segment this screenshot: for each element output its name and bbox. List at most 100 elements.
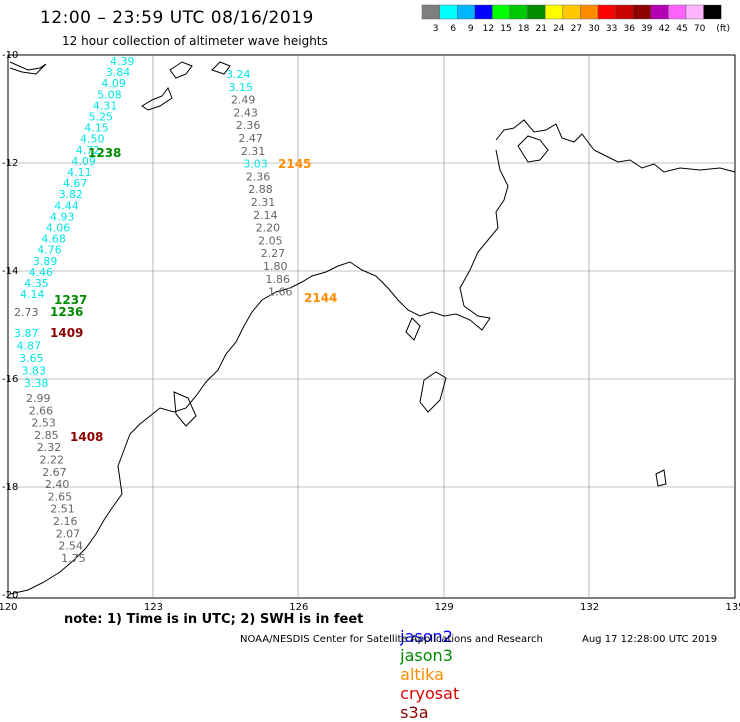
wave-height-value: 4.11 — [67, 166, 92, 179]
coastline — [9, 61, 736, 595]
pass-id-label: 1408 — [70, 430, 103, 444]
legend-jason3: jason3 — [400, 646, 453, 665]
wave-height-value: 3.84 — [106, 66, 131, 79]
longitude-label: 123 — [144, 602, 163, 610]
color-scale-label: 30 — [588, 24, 600, 34]
color-scale-label: 12 — [483, 24, 494, 34]
latitude-label: -20 — [2, 590, 18, 601]
wave-height-value: 4.35 — [24, 277, 48, 290]
wave-height-value: 3.82 — [59, 188, 83, 201]
legend-cryosat: cryosat — [400, 684, 460, 703]
latitude-label: -16 — [2, 374, 18, 385]
longitude-label: 135 — [725, 602, 740, 610]
wave-height-value: 4.14 — [20, 288, 45, 301]
wave-height-value: 2.22 — [40, 454, 65, 467]
wave-height-value: 2.65 — [48, 490, 73, 503]
wave-height-value: 1.66 — [268, 286, 293, 299]
wave-height-value: 1.80 — [263, 260, 288, 273]
wave-height-value: 4.09 — [71, 155, 96, 168]
wave-height-value: 2.36 — [236, 119, 261, 132]
wave-height-value: 2.73 — [14, 306, 39, 319]
pass-id-label: 1236 — [50, 305, 83, 319]
legend-jason2: jason2 — [400, 627, 453, 646]
wave-height-value: 3.83 — [22, 365, 47, 378]
longitude-label: 120 — [0, 602, 18, 610]
color-scale-label: 39 — [641, 24, 653, 34]
wave-height-value: 4.39 — [110, 55, 135, 68]
wave-height-value: 3.89 — [33, 255, 58, 268]
color-scale-label: 18 — [518, 24, 530, 34]
color-scale-label: 27 — [571, 24, 582, 34]
latitude-label: -10 — [2, 50, 18, 61]
wave-height-value: 2.31 — [241, 145, 266, 158]
wave-height-value: 4.93 — [50, 210, 75, 223]
wave-height-value: 2.67 — [42, 466, 66, 479]
longitude-labels: 120 123 126 129 132 135 — [0, 602, 740, 610]
color-scale-label: 3 — [433, 24, 439, 34]
pass-id-label: 1237 — [54, 293, 87, 307]
color-swatch — [703, 4, 722, 20]
latitude-label: -12 — [2, 158, 18, 169]
wave-height-value: 3.24 — [226, 68, 251, 81]
wave-height-value: 2.27 — [261, 247, 286, 260]
color-scale-label: 36 — [623, 24, 635, 34]
wave-height-value: 4.72 — [76, 144, 101, 157]
color-scale-label: 6 — [450, 24, 456, 34]
chart-title: 12:00 – 23:59 UTC 08/16/2019 — [40, 8, 314, 28]
color-scale-label: 70 — [694, 24, 706, 34]
wave-height-value: 2.40 — [45, 478, 70, 491]
wave-height-value: 2.07 — [56, 527, 80, 540]
latitude-labels: -10 -12 -14 -16 -18 -20 — [2, 50, 18, 601]
wave-height-value: 3.03 — [243, 158, 268, 171]
wave-height-value: 4.44 — [54, 199, 79, 212]
color-scale-label: 9 — [468, 24, 474, 34]
wave-height-value: 4.87 — [17, 340, 42, 353]
wave-height-value: 2.99 — [26, 392, 51, 405]
wave-height-value: 4.31 — [93, 99, 118, 112]
longitude-label: 126 — [289, 602, 308, 610]
wave-height-value: 4.06 — [46, 222, 71, 235]
legend-altika: altika — [400, 665, 444, 684]
wave-height-value: 4.09 — [101, 77, 126, 90]
wave-height-value: 2.36 — [246, 170, 271, 183]
wave-height-value: 2.54 — [58, 540, 83, 553]
color-scale-label: 42 — [659, 24, 670, 34]
pass-id-label: 1409 — [50, 326, 83, 340]
wave-height-value: 3.87 — [14, 327, 39, 340]
pass-id-label: 2145 — [278, 157, 311, 171]
wave-height-value: 5.25 — [89, 111, 114, 124]
wave-height-value: 2.49 — [231, 94, 256, 107]
wave-height-value: 2.85 — [34, 429, 59, 442]
latitude-label: -14 — [2, 266, 18, 277]
generated-timestamp: Aug 17 12:28:00 UTC 2019 — [582, 634, 718, 645]
color-scale-label: 15 — [500, 24, 511, 34]
wave-height-value: 4.76 — [37, 244, 62, 257]
wave-height-value: 2.20 — [256, 222, 281, 235]
latitude-label: -18 — [2, 482, 18, 493]
wave-height-value: 2.05 — [258, 234, 283, 247]
wave-height-tracks: 4.393.844.095.084.315.254.154.504.724.09… — [14, 55, 293, 565]
wave-height-value: 4.50 — [80, 133, 105, 146]
map-frame — [7, 54, 736, 599]
wave-height-value: 2.53 — [31, 417, 56, 430]
footnote: note: 1) Time is in UTC; 2) SWH is in fe… — [64, 612, 364, 627]
color-scale-label: 45 — [676, 24, 687, 34]
wave-height-value: 4.67 — [63, 177, 88, 190]
wave-height-value: 3.65 — [19, 352, 44, 365]
wave-height-value: 5.08 — [97, 88, 122, 101]
wave-height-value: 2.51 — [50, 503, 75, 516]
wave-height-value: 2.43 — [233, 106, 257, 119]
grid — [8, 55, 735, 598]
wave-height-value: 2.47 — [238, 132, 263, 145]
wave-height-value: 4.46 — [29, 266, 53, 279]
wave-height-value: 2.66 — [29, 404, 54, 417]
color-scale-label: 33 — [606, 24, 617, 34]
color-scale-unit: (ft) — [716, 24, 730, 34]
wave-height-value: 3.38 — [24, 377, 49, 390]
wave-height-value: 3.15 — [228, 81, 253, 94]
color-scale-label: 21 — [535, 24, 546, 34]
wave-height-value: 4.15 — [84, 122, 109, 135]
wave-height-value: 4.68 — [41, 233, 66, 246]
wave-height-value: 2.14 — [253, 209, 277, 222]
